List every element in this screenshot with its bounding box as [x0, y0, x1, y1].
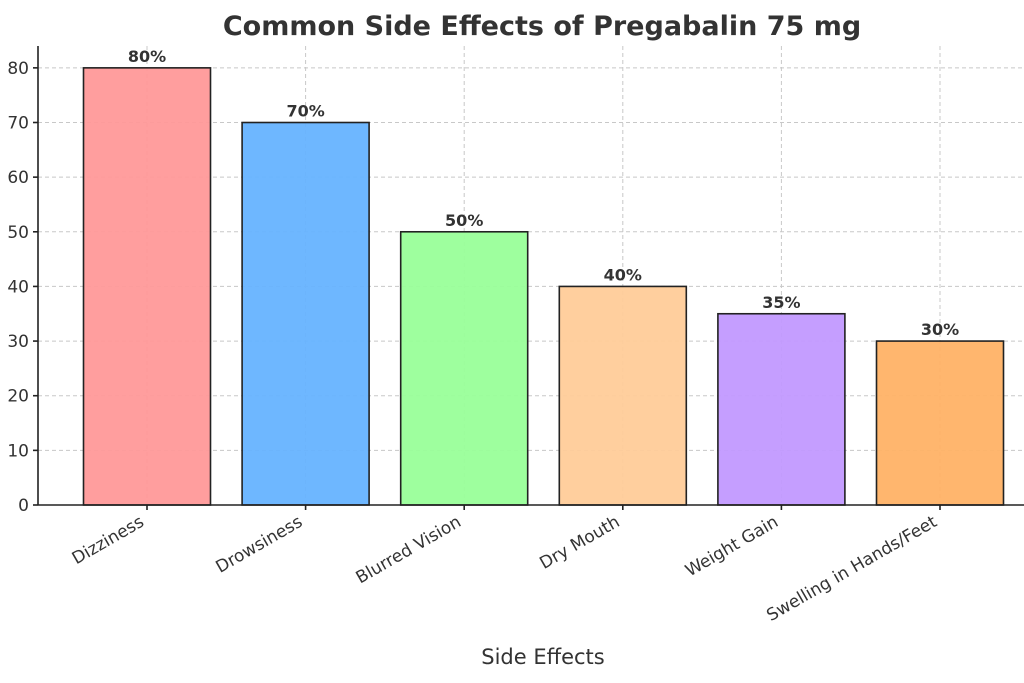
- y-tick-label: 0: [18, 496, 29, 516]
- x-tick-label: Weight Gain: [682, 512, 782, 581]
- y-tick-label: 50: [7, 223, 29, 243]
- data-label: 70%: [286, 102, 324, 121]
- y-tick-label: 30: [7, 332, 29, 352]
- x-tick-label: Dry Mouth: [536, 512, 623, 574]
- bar-swelling-in-hands-feet: [875, 340, 1005, 506]
- y-ticks: 0 10 20 30 40 50 60 70 80: [7, 59, 38, 516]
- y-tick-label: 80: [7, 59, 29, 79]
- data-label: 40%: [604, 265, 642, 284]
- bar-drowsiness: [241, 121, 370, 506]
- y-tick-label: 70: [7, 114, 29, 134]
- y-tick-label: 60: [7, 168, 29, 188]
- data-label: 50%: [445, 211, 483, 230]
- y-tick-label: 10: [7, 441, 29, 461]
- data-label: 30%: [921, 320, 959, 339]
- bar-dry-mouth: [558, 285, 688, 506]
- y-tick-label: 20: [7, 387, 29, 407]
- chart-title: Common Side Effects of Pregabalin 75 mg: [223, 11, 861, 42]
- x-ticks: Dizziness Drowsiness Blurred Vision Dry Mou…: [69, 505, 941, 626]
- data-label: 80%: [128, 47, 166, 66]
- x-tick-label: Dizziness: [69, 512, 148, 569]
- y-tick-label: 40: [7, 277, 29, 297]
- data-label: 35%: [762, 293, 800, 312]
- x-tick-label: Drowsiness: [212, 512, 306, 578]
- x-tick-label: Blurred Vision: [353, 512, 465, 588]
- bar-blurred-vision: [399, 230, 529, 506]
- x-axis-label: Side Effects: [481, 645, 604, 669]
- bars: [82, 67, 1005, 506]
- data-labels: 80% 70% 50% 40% 35% 30%: [128, 47, 959, 339]
- x-tick-label: Swelling in Hands/Feet: [763, 512, 940, 626]
- bar-dizziness: [82, 67, 212, 506]
- bar-weight-gain: [717, 312, 846, 506]
